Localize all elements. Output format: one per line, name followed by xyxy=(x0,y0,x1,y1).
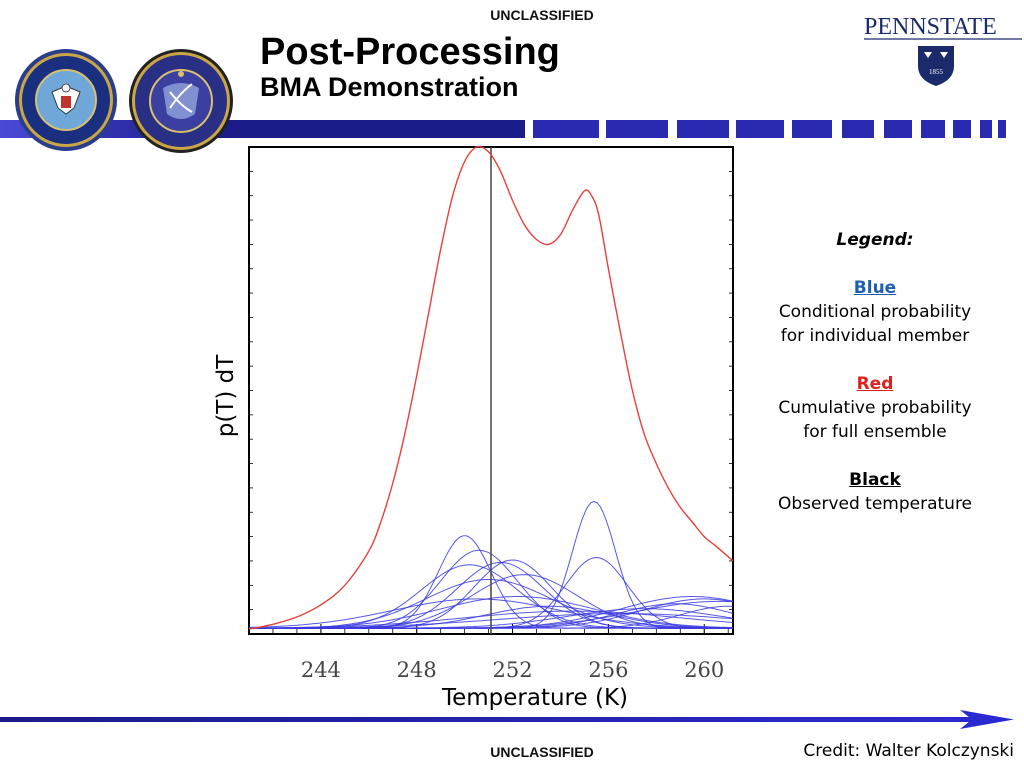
x-tick-label: 252 xyxy=(493,658,533,682)
dtra-seal-logo xyxy=(15,49,117,151)
legend-title: Legend: xyxy=(836,230,914,250)
pennstate-year: 1855 xyxy=(929,68,944,76)
probability-chart: 244 248 252 256 260 Temperature (K) p(T) dT xyxy=(213,145,734,711)
pennstate-wordmark: PENNSTATE xyxy=(864,14,997,40)
x-tick-label: 244 xyxy=(301,658,341,682)
x-axis-label: Temperature (K) xyxy=(441,685,628,711)
y-axis-label: p(T) dT xyxy=(213,354,239,438)
classification-top: UNCLASSIFIED xyxy=(490,7,594,23)
legend-red-desc-2: for full ensemble xyxy=(803,422,947,442)
legend-black-label: Black xyxy=(849,470,901,490)
footer-arrow xyxy=(0,710,1014,729)
legend-red-label: Red xyxy=(856,374,894,394)
legend-blue-desc-2: for individual member xyxy=(780,326,970,346)
credit-text: Credit: Walter Kolczynski xyxy=(803,741,1014,761)
slide-title: Post-Processing xyxy=(260,31,560,73)
x-tick-labels: 244 248 252 256 260 xyxy=(301,658,724,682)
x-tick-label: 248 xyxy=(397,658,437,682)
x-tick-label: 260 xyxy=(684,658,724,682)
pennstate-logo: PENNSTATE 1855 xyxy=(864,14,1022,86)
header-bar xyxy=(0,120,1006,138)
classification-bottom: UNCLASSIFIED xyxy=(490,744,594,760)
jsto-seal-logo xyxy=(129,49,233,153)
axis-ticks xyxy=(248,170,733,634)
legend-red-desc-1: Cumulative probability xyxy=(778,398,972,418)
legend-black-desc: Observed temperature xyxy=(777,494,973,514)
legend-blue-desc-1: Conditional probability xyxy=(778,302,972,322)
ensemble-curve xyxy=(248,145,734,630)
slide-subtitle: BMA Demonstration xyxy=(260,72,519,102)
legend-blue-label: Blue xyxy=(853,278,897,298)
x-tick-label: 256 xyxy=(588,658,628,682)
legend-panel: Legend: Blue Conditional probability for… xyxy=(752,228,998,516)
